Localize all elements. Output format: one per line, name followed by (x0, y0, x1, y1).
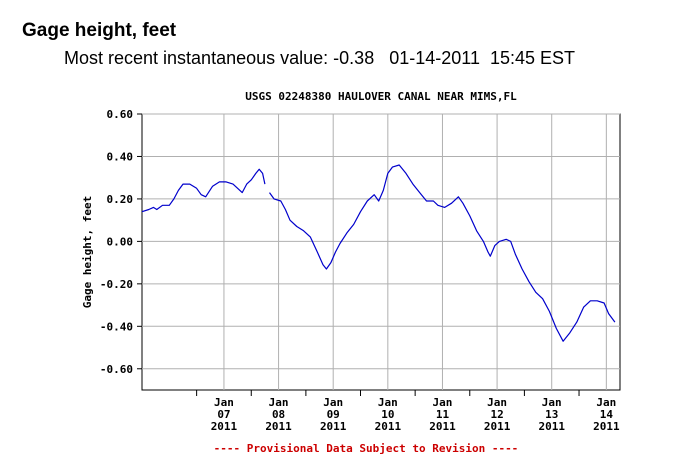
x-tick-label: 2011 (538, 420, 565, 433)
x-tick-label: 2011 (265, 420, 292, 433)
chart-title: USGS 02248380 HAULOVER CANAL NEAR MIMS,F… (245, 90, 517, 103)
y-tick-label: 0.60 (107, 108, 134, 121)
x-tick-label: 2011 (429, 420, 456, 433)
x-tick-label: Jan (269, 396, 289, 409)
y-tick-label: -0.60 (100, 363, 133, 376)
x-tick-label: Jan (378, 396, 398, 409)
y-tick-label: 0.40 (107, 150, 134, 163)
x-tick-label: Jan (433, 396, 453, 409)
x-tick-label: 2011 (211, 420, 238, 433)
x-tick-label: 14 (600, 408, 614, 421)
x-tick-label: 2011 (593, 420, 620, 433)
x-tick-label: Jan (542, 396, 562, 409)
y-tick-label: 0.00 (107, 235, 134, 248)
recent-label: Most recent instantaneous value: (64, 48, 329, 68)
y-axis-label: Gage height, feet (81, 196, 94, 309)
page-title: Gage height, feet (22, 20, 177, 41)
x-tick-label: Jan (323, 396, 343, 409)
recent-value: -0.38 (333, 48, 375, 68)
x-tick-label: Jan (596, 396, 616, 409)
y-tick-label: -0.20 (100, 278, 133, 291)
y-tick-labels: 0.60 0.40 0.20 0.00 -0.20 -0.40 -0.60 (100, 108, 133, 376)
series-line-segment (141, 168, 266, 213)
x-tick-label: 13 (545, 408, 558, 421)
recent-date: 01-14-2011 (389, 48, 480, 68)
recent-value-line: Most recent instantaneous value: -0.38 0… (64, 48, 575, 69)
x-tick-label: 2011 (484, 420, 511, 433)
x-tick-labels: Jan072011Jan082011Jan092011Jan102011Jan1… (211, 396, 620, 433)
x-tick-label: 2011 (375, 420, 402, 433)
x-tick-label: 2011 (320, 420, 347, 433)
data-line (141, 164, 616, 342)
x-tick-label: Jan (214, 396, 234, 409)
x-tick-label: 10 (381, 408, 394, 421)
x-tick-label: Jan (487, 396, 507, 409)
grid-lines (137, 113, 620, 396)
y-tick-label: -0.40 (100, 320, 133, 333)
provisional-notice: ---- Provisional Data Subject to Revisio… (214, 442, 519, 455)
series-line-segment (269, 164, 616, 342)
x-tick-label: 11 (436, 408, 450, 421)
x-tick-label: 08 (272, 408, 285, 421)
x-tick-label: 12 (490, 408, 503, 421)
x-tick-label: 09 (327, 408, 340, 421)
recent-time: 15:45 EST (489, 48, 576, 68)
plot-area (141, 113, 621, 391)
y-tick-label: 0.20 (107, 193, 134, 206)
x-tick-label: 07 (217, 408, 230, 421)
